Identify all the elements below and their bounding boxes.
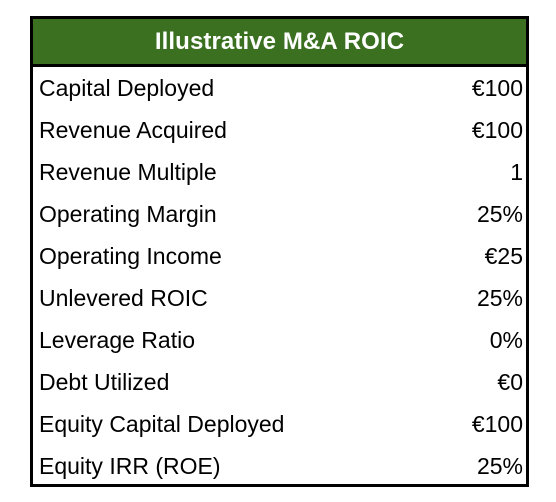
row-label: Revenue Acquired (39, 116, 227, 143)
row-label: Operating Margin (39, 200, 217, 227)
table-title: Illustrative M&A ROIC (33, 19, 526, 67)
row-label: Unlevered ROIC (39, 284, 208, 311)
table-row: Revenue Acquired €100 (33, 109, 526, 151)
row-label: Debt Utilized (39, 368, 170, 395)
row-label: Capital Deployed (39, 74, 215, 101)
row-value: €100 (471, 410, 523, 437)
table-row: Capital Deployed €100 (33, 67, 526, 109)
row-value: €25 (484, 242, 523, 269)
table-body: Capital Deployed €100 Revenue Acquired €… (33, 67, 526, 487)
table-row: Debt Utilized €0 (33, 361, 526, 403)
row-value: 1 (510, 158, 523, 185)
row-value: 25% (476, 200, 523, 227)
row-value: €0 (497, 368, 523, 395)
table-row: Operating Margin 25% (33, 193, 526, 235)
row-value: €100 (471, 116, 523, 143)
table-row: Equity Capital Deployed €100 (33, 403, 526, 445)
row-label: Equity Capital Deployed (39, 410, 285, 437)
table-row: Unlevered ROIC 25% (33, 277, 526, 319)
table-row: Equity IRR (ROE) 25% (33, 445, 526, 487)
table-row: Operating Income €25 (33, 235, 526, 277)
roic-table: Illustrative M&A ROIC Capital Deployed €… (30, 16, 529, 487)
row-value: 25% (476, 452, 523, 479)
row-label: Revenue Multiple (39, 158, 217, 185)
row-value: 25% (476, 284, 523, 311)
row-value: 0% (489, 326, 523, 353)
row-label: Operating Income (39, 242, 222, 269)
row-label: Leverage Ratio (39, 326, 195, 353)
row-label: Equity IRR (ROE) (39, 452, 221, 479)
table-row: Leverage Ratio 0% (33, 319, 526, 361)
table-row: Revenue Multiple 1 (33, 151, 526, 193)
row-value: €100 (471, 74, 523, 101)
